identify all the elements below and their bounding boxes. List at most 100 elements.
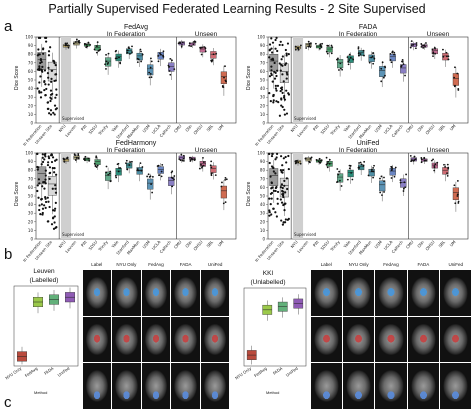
data-point [281, 91, 284, 95]
data-point [383, 191, 385, 193]
data-point [225, 178, 228, 181]
data-point [331, 46, 334, 49]
data-point [162, 50, 165, 53]
panel-title-2: FedHarmony [115, 140, 157, 147]
data-point [44, 36, 47, 39]
data-point [48, 172, 51, 175]
data-point [131, 51, 133, 53]
box-sbl [210, 165, 217, 173]
y-tick-label: 0 [262, 237, 265, 242]
data-point [62, 157, 65, 160]
leuven-mini-boxplot: NYU Only FedAvg FADA UniFed [4, 285, 79, 381]
data-point [47, 76, 50, 79]
y-axis-label: Dice Score [14, 65, 20, 90]
x-tick-label: Caltech [158, 123, 172, 138]
data-point [46, 196, 49, 199]
data-point [432, 52, 435, 55]
data-point [372, 52, 374, 55]
data-point [346, 56, 349, 59]
mini-x-label: FADA [43, 366, 55, 376]
data-point [171, 59, 173, 62]
data-point [38, 204, 41, 207]
data-point [43, 88, 46, 92]
data-point [436, 161, 439, 164]
y-tick-label: 100 [25, 35, 33, 40]
data-point [420, 43, 423, 45]
data-point [99, 48, 102, 51]
data-point [351, 178, 354, 181]
data-point [52, 111, 55, 114]
data-point [453, 184, 456, 187]
data-point [201, 165, 204, 168]
mri-slice-tile [141, 316, 171, 363]
data-point [37, 178, 40, 181]
data-point [444, 166, 446, 168]
data-point [44, 200, 48, 204]
data-point [399, 179, 402, 182]
section-in-federation: In Federation [106, 31, 146, 38]
data-point [36, 165, 39, 169]
data-point [390, 165, 393, 168]
panel-title-3: UniFed [356, 140, 380, 147]
data-point [88, 159, 91, 162]
data-point [404, 74, 406, 77]
data-point [178, 158, 181, 161]
data-point [280, 63, 283, 66]
data-point [350, 171, 353, 174]
data-point [224, 178, 227, 181]
data-point [284, 155, 287, 159]
data-point [161, 163, 164, 166]
data-point [114, 174, 117, 177]
data-point [193, 41, 195, 43]
y-tick-label: 90 [28, 43, 34, 48]
data-point [73, 153, 76, 156]
data-point [48, 177, 51, 180]
data-point [434, 52, 437, 55]
data-point [357, 52, 360, 55]
data-point [286, 187, 289, 191]
data-point [405, 173, 407, 176]
data-point [447, 58, 450, 61]
mri-slice-tile [342, 270, 375, 316]
data-point [347, 63, 350, 66]
data-point [384, 74, 386, 77]
data-point [93, 48, 96, 51]
data-point [44, 197, 47, 200]
image-column-header: UniFed [448, 262, 464, 267]
box-sdsu [326, 46, 333, 53]
data-point [383, 180, 385, 183]
data-point [107, 52, 110, 55]
data-point [272, 101, 275, 104]
data-point [401, 60, 404, 63]
data-point [391, 51, 394, 54]
data-point [159, 52, 161, 55]
data-point [274, 172, 277, 175]
x-tick-label: NYU [290, 239, 299, 249]
x-tick-label: Yale [342, 123, 352, 133]
panel-title-1: FADA [358, 24, 378, 31]
data-point [151, 191, 154, 194]
data-point [209, 164, 212, 167]
data-point [446, 174, 449, 177]
data-point [282, 80, 285, 83]
data-point [188, 42, 191, 45]
data-point [373, 164, 375, 167]
x-tick-label: Leuven [296, 123, 309, 138]
data-point [131, 160, 133, 163]
data-point [268, 92, 271, 95]
data-point [150, 76, 153, 79]
data-point [41, 185, 44, 188]
x-tick-label: Trinity [329, 123, 342, 137]
data-point [38, 81, 41, 84]
data-point [277, 101, 280, 104]
data-point [41, 65, 44, 68]
data-point [280, 58, 283, 61]
x-tick-label: Caltech [158, 239, 172, 254]
data-point [125, 162, 127, 165]
data-point [434, 163, 437, 166]
data-point [275, 152, 279, 155]
data-point [36, 168, 39, 171]
data-point [170, 171, 173, 174]
data-point [285, 89, 288, 92]
data-point [44, 206, 47, 209]
